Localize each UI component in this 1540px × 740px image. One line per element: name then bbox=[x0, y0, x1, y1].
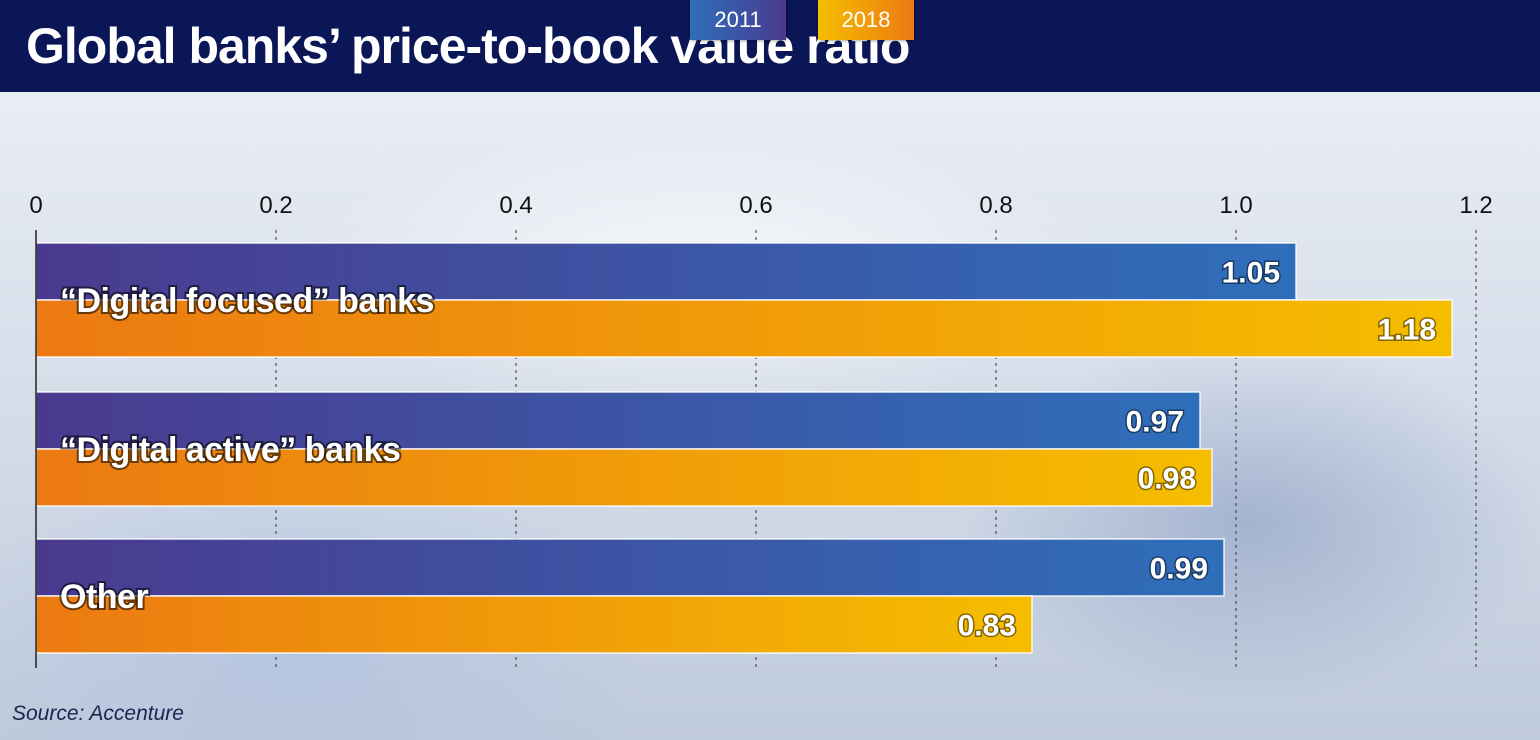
bar-2018-1 bbox=[35, 448, 1213, 507]
x-tick-label: 0.8 bbox=[979, 192, 1012, 219]
category-label: Other bbox=[60, 578, 148, 616]
value-label: 1.18 bbox=[1378, 314, 1436, 347]
value-label: 0.83 bbox=[958, 610, 1016, 643]
category-label: “Digital focused” banks bbox=[60, 282, 434, 320]
legend-item-2018: 2018 bbox=[818, 0, 914, 40]
value-label: 1.05 bbox=[1222, 257, 1280, 290]
x-tick-label: 1.2 bbox=[1459, 192, 1492, 219]
value-label: 0.99 bbox=[1150, 553, 1208, 586]
x-tick-label: 0.4 bbox=[499, 192, 532, 219]
x-tick-label: 0.6 bbox=[739, 192, 772, 219]
x-tick-label: 1.0 bbox=[1219, 192, 1252, 219]
x-tick-label: 0 bbox=[29, 192, 42, 219]
category-label: “Digital active” banks bbox=[60, 431, 400, 469]
bar-2011-2 bbox=[35, 538, 1225, 597]
legend-item-2011: 2011 bbox=[690, 0, 786, 40]
value-label: 0.97 bbox=[1126, 406, 1184, 439]
bar-2011-0 bbox=[35, 242, 1297, 301]
bar-2018-0 bbox=[35, 299, 1453, 358]
bar-2018-2 bbox=[35, 595, 1033, 654]
source-note: Source: Accenture bbox=[12, 702, 184, 725]
x-tick-label: 0.2 bbox=[259, 192, 292, 219]
value-label: 0.98 bbox=[1138, 463, 1196, 496]
